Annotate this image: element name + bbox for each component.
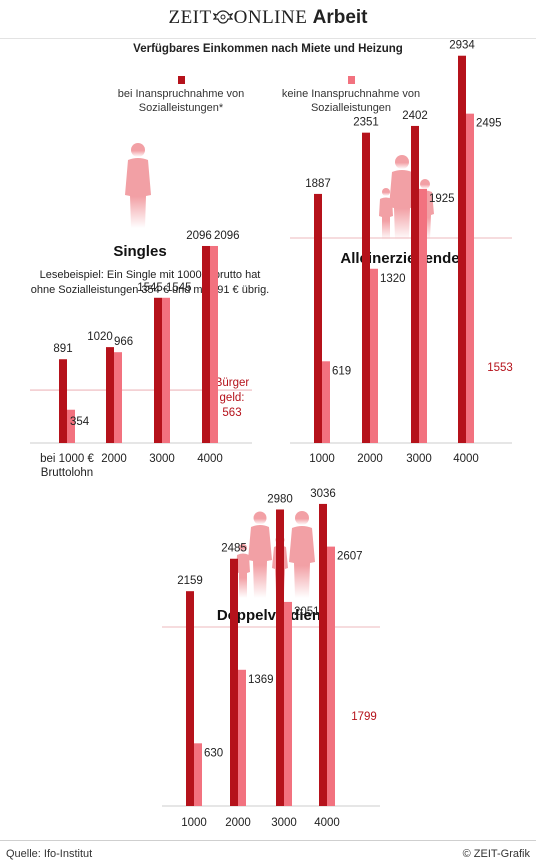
footer-divider [0,840,536,841]
alleinerziehende-bar-with-benefits-2 [362,132,370,443]
alleinerziehende-value-label-without-2: 1320 [380,273,406,285]
doppelverdiener-category-label-3: 3000 [271,817,297,829]
singles-category-label-1: bei 1000 € Bruttolohn [40,453,94,479]
alleinerziehende-value-label-without-3: 1925 [429,193,455,205]
doppelverdiener-bar-without-benefits-4 [327,546,335,806]
singles-value-label-without-3: 1545 [166,282,192,294]
alleinerziehende-value-label-with-1: 1887 [305,178,331,190]
logo-zeit-text: ZEIT [168,7,212,28]
doppelverdiener-value-label-without-2: 1369 [248,674,274,686]
legend-label-without-benefits: keine Inanspruchnahme von Sozialleistung… [281,88,421,114]
source-note: Quelle: Ifo-Institut [6,848,93,860]
alleinerziehende-value-label-without-1: 619 [332,365,351,377]
single-person-icon [125,143,151,228]
alleinerziehende-category-label-3: 3000 [406,453,432,465]
alleinerziehende-bar-without-benefits-2 [370,268,378,443]
alleinerziehende-value-label-without-4: 2495 [476,118,502,130]
doppelverdiener-reference-label: 1799 [351,711,377,723]
doppelverdiener-bar-with-benefits-1 [186,591,194,806]
doppelverdiener-value-label-without-3: 2051 [294,606,320,618]
site-header: ZEIT ONLINE Arbeit [0,0,536,39]
singles-category-label-3: 3000 [149,453,175,465]
singles-value-label-with-4: 2096 [186,230,212,242]
doppelverdiener-bar-without-benefits-2 [238,669,246,806]
legend-swatch-light [347,76,355,84]
doppelverdiener-value-label-without-4: 2607 [337,551,363,563]
doppelverdiener-bar-without-benefits-3 [284,601,292,806]
legend-item-with-benefits: bei Inanspruchnahme von Sozialleistungen… [96,76,266,115]
singles-value-label-without-4: 2096 [214,230,240,242]
doppelverdiener-value-label-without-1: 630 [204,747,223,759]
legend-label-with-benefits: bei Inanspruchnahme von Sozialleistungen… [117,88,245,114]
singles-bar-without-benefits-2 [114,352,122,443]
doppelverdiener-category-label-1: 1000 [181,817,207,829]
legend-swatch-dark [177,76,185,84]
doppelverdiener-value-label-with-4: 3036 [310,488,336,500]
alleinerziehende-reference-label: 1553 [487,362,513,374]
singles-category-label-2: 2000 [101,453,127,465]
alleinerziehende-bar-without-benefits-3 [419,188,427,443]
logo-section-arbeit: Arbeit [312,7,368,28]
alleinerziehende-category-label-4: 4000 [453,453,479,465]
doppelverdiener-bar-with-benefits-4 [319,503,327,806]
alleinerziehende-bar-without-benefits-1 [322,361,330,443]
singles-value-label-without-2: 966 [114,336,133,348]
copyright-note: © ZEIT-Grafik [462,848,530,860]
doppelverdiener-category-label-4: 4000 [314,817,340,829]
eagle-emblem-icon [212,10,234,24]
zeit-online-logo[interactable]: ZEIT ONLINE Arbeit [0,7,536,29]
doppelverdiener-value-label-with-1: 2159 [177,575,203,587]
singles-category-label-4: 4000 [197,453,223,465]
singles-value-label-with-2: 1020 [87,331,113,343]
singles-bar-without-benefits-4 [210,245,218,443]
singles-bar-without-benefits-3 [162,297,170,443]
doppelverdiener-category-label-2: 2000 [225,817,251,829]
doppelverdiener-bar-without-benefits-1 [194,743,202,806]
alleinerziehende-bar-without-benefits-4 [466,113,474,443]
legend-item-without-benefits: keine Inanspruchnahme von Sozialleistung… [266,76,436,115]
singles-reference-label: Bürger geld: 563 [215,377,250,419]
alleinerziehende-value-label-with-3: 2402 [402,110,428,122]
singles-value-label-without-1: 354 [70,416,90,428]
chart-title: Verfügbares Einkommen nach Miete und Hei… [133,43,403,55]
singles-bar-with-benefits-3 [154,297,162,443]
alleinerziehende-value-label-with-2: 2351 [353,117,379,129]
alleinerziehende-heading: Alleinerziehende [340,250,460,267]
singles-bar-without-benefits-1 [67,409,75,443]
singles-bar-with-benefits-1 [59,359,67,443]
logo-online-text: ONLINE [233,7,308,28]
doppelverdiener-value-label-with-3: 2980 [267,493,293,505]
alleinerziehende-bar-with-benefits-1 [314,193,322,443]
singles-bar-with-benefits-4 [202,245,210,443]
alleinerziehende-bar-with-benefits-4 [458,55,466,443]
alleinerziehende-value-label-with-4: 2934 [449,40,475,52]
singles-heading: Singles [113,243,167,260]
singles-value-label-with-1: 891 [53,343,72,355]
doppelverdiener-value-label-with-2: 2485 [221,543,247,555]
singles-value-label-with-3: 1545 [137,282,163,294]
alleinerziehende-category-label-2: 2000 [357,453,383,465]
alleinerziehende-category-label-1: 1000 [309,453,335,465]
doppelverdiener-bar-with-benefits-2 [230,558,238,806]
doppelverdiener-bar-with-benefits-3 [276,509,284,806]
singles-bar-with-benefits-2 [106,347,114,443]
alleinerziehende-bar-with-benefits-3 [411,125,419,443]
